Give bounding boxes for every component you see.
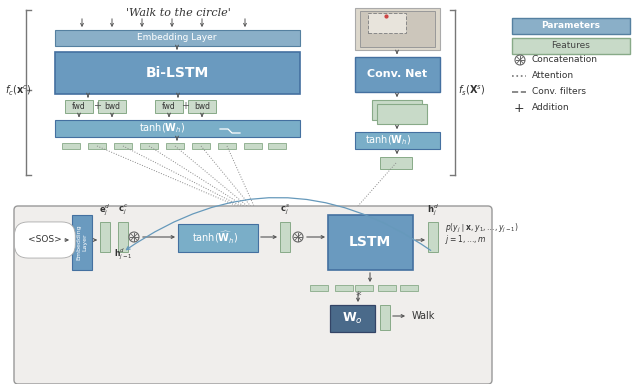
Text: $\mathbf{h}_{j-1}^d$: $\mathbf{h}_{j-1}^d$ (114, 246, 132, 262)
Text: $\mathbf{W}_o$: $\mathbf{W}_o$ (342, 310, 362, 326)
Bar (65, 100, 93, 113)
Bar (378, 285, 396, 291)
Bar (355, 8, 440, 50)
Text: Embedding Layer: Embedding Layer (137, 33, 217, 43)
Bar (118, 222, 128, 252)
Bar (377, 104, 427, 124)
Bar (330, 305, 375, 332)
Text: +: + (93, 101, 101, 111)
Text: Addition: Addition (532, 104, 570, 113)
Text: <SOS>: <SOS> (28, 235, 61, 245)
FancyBboxPatch shape (14, 206, 492, 384)
Text: bwd: bwd (104, 102, 120, 111)
Text: Embedding
Layer: Embedding Layer (77, 224, 88, 260)
Text: $\mathbf{c}_j^s$: $\mathbf{c}_j^s$ (280, 203, 290, 217)
Bar (192, 143, 210, 149)
Bar (55, 52, 300, 94)
Text: Conv. filters: Conv. filters (532, 88, 586, 96)
Bar (268, 143, 286, 149)
Text: $\tanh(\mathbf{W}_h)$: $\tanh(\mathbf{W}_h)$ (365, 134, 411, 147)
Bar (335, 285, 353, 291)
Bar (380, 157, 412, 169)
Text: +: + (514, 101, 524, 114)
Bar (55, 30, 300, 46)
Bar (72, 215, 92, 270)
Bar (55, 120, 300, 137)
Text: fwd: fwd (72, 102, 86, 111)
Text: $f_c(\mathbf{x}^c)$: $f_c(\mathbf{x}^c)$ (5, 83, 31, 97)
Bar (368, 13, 406, 33)
Bar (400, 285, 418, 291)
Text: 'Walk to the circle': 'Walk to the circle' (125, 8, 230, 18)
Bar (188, 100, 216, 113)
Bar (355, 285, 373, 291)
Bar (62, 143, 80, 149)
Bar (244, 143, 262, 149)
Text: $f_s(\mathbf{X}^s)$: $f_s(\mathbf{X}^s)$ (458, 83, 486, 97)
Text: $\mathbf{h}_j^d$: $\mathbf{h}_j^d$ (427, 202, 439, 218)
Bar (140, 143, 158, 149)
Text: Parameters: Parameters (541, 22, 600, 30)
Bar (428, 222, 438, 252)
Text: +: + (181, 101, 189, 111)
Text: $\mathbf{e}_j^d$: $\mathbf{e}_j^d$ (99, 202, 111, 218)
Bar (178, 224, 258, 252)
Bar (88, 143, 106, 149)
Text: $\mathbf{c}_j^c$: $\mathbf{c}_j^c$ (118, 203, 128, 217)
Text: Attention: Attention (532, 71, 574, 81)
Text: $p(y_j \mid \mathbf{x}, y_1, \ldots, y_{j-1})$: $p(y_j \mid \mathbf{x}, y_1, \ldots, y_{… (445, 222, 519, 235)
Bar (114, 143, 132, 149)
Text: Conv. Net: Conv. Net (367, 69, 427, 79)
Bar (166, 143, 184, 149)
Text: bwd: bwd (194, 102, 210, 111)
Text: Walk: Walk (412, 311, 435, 321)
Bar (355, 57, 440, 92)
Bar (328, 215, 413, 270)
Bar (100, 222, 110, 252)
Bar (380, 305, 390, 330)
Bar (98, 100, 126, 113)
Bar (360, 11, 435, 47)
Text: *: * (355, 291, 361, 301)
Text: Bi-LSTM: Bi-LSTM (145, 66, 209, 80)
Bar (372, 100, 422, 120)
Bar (218, 143, 236, 149)
Text: fwd: fwd (162, 102, 176, 111)
Text: $j = 1, \ldots, m$: $j = 1, \ldots, m$ (445, 233, 486, 247)
Bar (512, 18, 630, 34)
Text: $\tanh(\widehat{\mathbf{W}}_h)$: $\tanh(\widehat{\mathbf{W}}_h)$ (192, 230, 238, 246)
Bar (280, 222, 290, 252)
Text: LSTM: LSTM (349, 235, 391, 249)
Text: $\tanh(\mathbf{W}_h)$: $\tanh(\mathbf{W}_h)$ (139, 122, 185, 135)
Bar (155, 100, 183, 113)
Text: Concatenation: Concatenation (532, 56, 598, 65)
Bar (512, 38, 630, 54)
Bar (355, 132, 440, 149)
Bar (310, 285, 328, 291)
Text: Features: Features (552, 41, 591, 51)
